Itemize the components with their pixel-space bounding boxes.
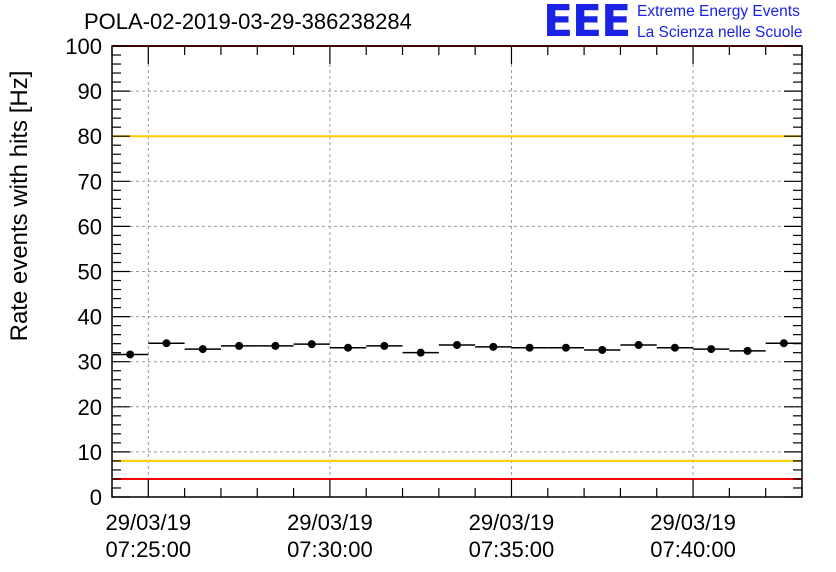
data-point [235,341,244,350]
y-tick-label: 70 [78,169,102,194]
data-points [112,339,802,359]
data-point [307,340,316,349]
data-point [707,345,716,354]
data-point [380,341,389,350]
y-tick-label: 50 [78,260,102,285]
data-point [634,341,643,350]
data-point [525,343,534,352]
axis-ticks [111,45,803,498]
y-tick-label: 80 [78,124,102,149]
data-point [416,348,425,357]
x-tick-time: 07:30:00 [287,537,373,562]
y-tick-label: 20 [78,395,102,420]
data-point [271,341,280,350]
y-tick-label: 40 [78,305,102,330]
y-tick-labels: 0 10 20 30 40 50 60 70 80 90 100 [65,34,102,510]
reference-lines [112,45,802,480]
logo-line-1: Extreme Energy Events [637,3,800,20]
data-point [453,341,461,350]
y-tick-label: 100 [65,34,102,59]
chart-title: POLA-02-2019-03-29-386238284 [84,9,412,34]
y-tick-label: 30 [78,350,102,375]
data-point [561,343,570,352]
data-point [162,339,171,348]
data-point [598,345,607,354]
y-tick-label: 60 [78,214,102,239]
x-tick-labels: 29/03/1907:25:0029/03/1907:30:0029/03/19… [105,510,735,562]
x-tick-time: 07:40:00 [650,537,736,562]
data-point [489,342,498,351]
x-tick-date: 29/03/19 [287,510,373,535]
y-axis-label: Rate events with hits [Hz] [6,70,33,342]
data-point [743,346,752,355]
data-point [670,343,679,352]
data-point [126,350,135,359]
x-tick-date: 29/03/19 [650,510,736,535]
y-tick-label: 0 [90,485,102,510]
y-tick-label: 90 [78,79,102,104]
data-point [779,339,788,348]
x-tick-date: 29/03/19 [105,510,191,535]
x-tick-date: 29/03/19 [469,510,555,535]
data-point [344,343,353,352]
x-tick-time: 07:25:00 [105,537,191,562]
y-tick-label: 10 [78,440,102,465]
logo-line-2: La Scienza nelle Scuole [637,24,803,41]
x-tick-time: 07:35:00 [469,537,555,562]
eee-logo: EEE [543,0,631,47]
grid-lines [112,46,802,497]
data-point [198,345,207,354]
